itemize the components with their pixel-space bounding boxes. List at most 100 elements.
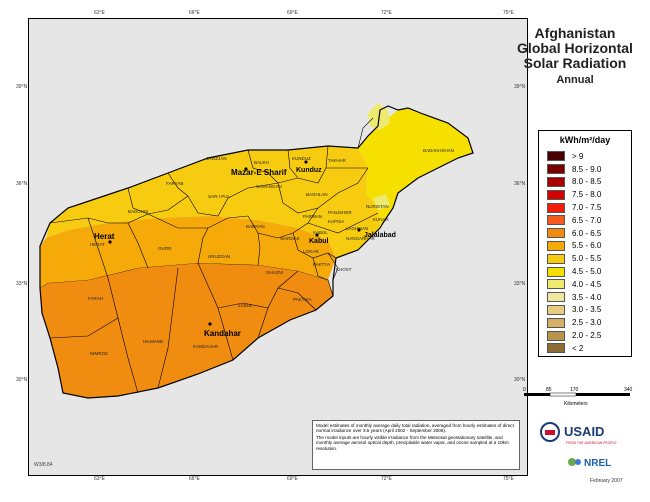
province-label: KHOST	[336, 267, 352, 272]
province-label: ZABUL	[238, 303, 253, 308]
legend-label: 4.0 - 4.5	[572, 279, 602, 289]
legend-title: kWh/m²/day	[559, 135, 611, 145]
lat-tick-right: 36°N	[514, 181, 526, 187]
description-text: The model inputs are hourly visible irra…	[316, 434, 509, 451]
lon-tick-bottom: 63°E	[94, 476, 105, 482]
map-subtitle: Annual	[556, 74, 594, 86]
scale-tick: 85	[546, 387, 552, 393]
legend-swatch	[547, 202, 565, 213]
province-label: SAR-I PUL	[208, 194, 231, 199]
region-north-5.0-5.5	[46, 146, 380, 258]
legend-label: 4.5 - 5.0	[572, 267, 602, 277]
province-label: LAGHMAN	[346, 226, 368, 231]
province-label: BAMYAN	[246, 224, 265, 229]
title-line: Solar Radiation	[523, 55, 627, 71]
province-label: KAPISA	[328, 219, 344, 224]
province-label: FARYAB	[166, 181, 183, 186]
legend-item: 5.0 - 5.5	[539, 252, 631, 265]
province-label: HILMAND	[143, 339, 164, 344]
scale-tick: 0	[523, 387, 526, 393]
legend-item: 3.5 - 4.0	[539, 291, 631, 304]
usaid-wordmark: USAID	[564, 424, 604, 439]
map-code: W3/8.84	[34, 462, 53, 468]
scale-tick: 170	[570, 387, 579, 393]
province-label: KABUL	[313, 230, 328, 235]
legend-item: 2.0 - 2.5	[539, 329, 631, 342]
province-label: NURISTAN	[366, 204, 389, 209]
legend-swatch	[547, 317, 565, 328]
legend-label: 8.0 - 8.5	[572, 177, 602, 187]
province-label: NANGARHAR	[346, 236, 376, 241]
nrel-wordmark: NREL	[584, 458, 611, 469]
province-label: JAWZJAN	[206, 156, 227, 161]
legend-item: 8.0 - 8.5	[539, 176, 631, 189]
legend-swatch	[547, 343, 565, 354]
legend-item: 7.0 - 7.5	[539, 201, 631, 214]
city-label: Jalalabad	[364, 232, 396, 239]
region-peaks-4.0-4.5-b	[373, 194, 390, 210]
province-label: PAKTYA	[313, 262, 330, 267]
province-label: NIMROZ	[90, 351, 108, 356]
province-label: KUNAR	[373, 217, 390, 222]
legend-label: 8.5 - 9.0	[572, 164, 602, 174]
province-label: FARAH	[88, 296, 103, 301]
lon-tick-bottom: 69°E	[287, 476, 298, 482]
legend-label: > 9	[572, 151, 584, 161]
legend-item: 8.5 - 9.0	[539, 163, 631, 176]
legend-item: 4.0 - 4.5	[539, 278, 631, 291]
afghanistan-map: JAWZJAN BALKH KUNDUZ TAKHAR BADAKHSHAN F…	[39, 103, 474, 399]
legend-label: 7.0 - 7.5	[572, 203, 602, 213]
lat-tick-right: 30°N	[514, 377, 526, 383]
legend-label: 2.5 - 3.0	[572, 318, 602, 328]
legend-item: 2.5 - 3.0	[539, 316, 631, 329]
description-box: Model estimates of monthly average daily…	[312, 420, 520, 470]
legend-item: 7.5 - 8.0	[539, 188, 631, 201]
province-label: PAKTIKA	[293, 297, 312, 302]
scale-unit: Kilometers	[564, 401, 588, 407]
legend-swatch	[547, 228, 565, 239]
legend-swatch	[547, 304, 565, 315]
legend-label: 3.0 - 3.5	[572, 305, 602, 315]
legend-swatch	[547, 164, 565, 175]
legend-swatch	[547, 189, 565, 200]
usaid-logo: USAID FROM THE AMERICAN PEOPLE	[540, 422, 618, 445]
description-text: Model estimates of monthly average daily…	[316, 423, 514, 434]
legend-item: 4.5 - 5.0	[539, 265, 631, 278]
legend: kWh/m²/day > 9 8.5 - 9.0 8.0 - 8.5 7.5 - 8.…	[538, 130, 632, 357]
legend-item: > 9	[539, 150, 631, 163]
legend-label: 7.5 - 8.0	[572, 190, 602, 200]
province-label: KUNDUZ	[292, 156, 311, 161]
lat-tick-right: 33°N	[514, 281, 526, 287]
province-label: WARDAK	[280, 236, 300, 241]
city-label: Herat	[94, 232, 115, 241]
map-title: Afghanistan Global Horizontal Solar Radi…	[505, 26, 645, 88]
publication-date: February 2007	[590, 478, 623, 484]
province-label: SAMANGAN	[256, 184, 282, 189]
province-label: HERAT	[90, 242, 105, 247]
legend-item: 5.5 - 6.0	[539, 240, 631, 253]
province-label: LOGAR	[303, 249, 320, 254]
lat-tick-right: 39°N	[514, 84, 526, 90]
province-labels: JAWZJAN BALKH KUNDUZ TAKHAR BADAKHSHAN F…	[88, 148, 454, 356]
legend-label: 2.0 - 2.5	[572, 331, 602, 341]
province-label: PARWAN	[303, 214, 322, 219]
lon-tick-top: 69°E	[287, 10, 298, 16]
lon-tick-top: 75°E	[503, 10, 514, 16]
lon-tick-top: 66°E	[189, 10, 200, 16]
legend-swatch	[547, 292, 565, 303]
city-label: Kunduz	[296, 167, 322, 174]
lon-tick-top: 72°E	[381, 10, 392, 16]
legend-swatch	[547, 330, 565, 341]
lon-tick-top: 63°E	[94, 10, 105, 16]
legend-swatch	[547, 176, 565, 187]
legend-item: 6.0 - 6.5	[539, 227, 631, 240]
city-label: Kandahar	[204, 329, 241, 338]
legend-swatch	[547, 151, 565, 162]
city-label: Kabul	[309, 238, 329, 245]
lat-tick-left: 30°N	[16, 377, 28, 383]
legend-label: 6.0 - 6.5	[572, 228, 602, 238]
lat-tick-left: 36°N	[16, 181, 28, 187]
legend-label: 5.5 - 6.0	[572, 241, 602, 251]
province-label: TAKHAR	[328, 158, 347, 163]
legend-swatch	[547, 215, 565, 226]
